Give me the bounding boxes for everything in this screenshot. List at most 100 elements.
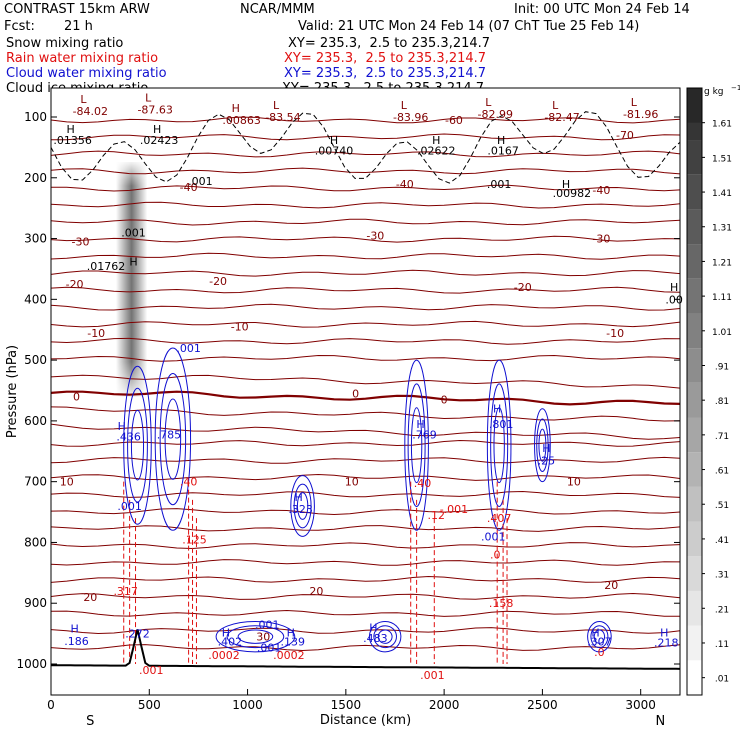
colorbar-label: 1.61	[712, 120, 732, 130]
cloud-ice-label: H	[129, 256, 137, 269]
colorbar-segment	[687, 556, 702, 591]
cloud-water-contour	[127, 387, 148, 503]
cloud-water-label: H	[493, 403, 501, 416]
temperature-contour	[50, 592, 681, 600]
cloud-water-contour	[237, 629, 274, 644]
temperature-contour	[50, 252, 681, 260]
temperature-contour	[50, 116, 681, 124]
rain-label: .158	[489, 597, 514, 610]
temperature-contour-label: -40	[592, 184, 610, 197]
temperature-extremum-type: L	[631, 96, 638, 109]
y-tick-label: 800	[24, 535, 47, 549]
temperature-contour	[50, 627, 681, 635]
temperature-contour-label: -20	[514, 281, 532, 294]
x-tick-label: 0	[47, 698, 55, 712]
colorbar-frame	[686, 87, 703, 696]
plot-frame	[50, 87, 681, 696]
cloud-ice-label: H	[497, 134, 505, 147]
temperature-contour-label: 0	[352, 388, 359, 401]
temperature-contour	[50, 354, 681, 362]
temperature-contour	[50, 286, 681, 294]
cloud-water-label: H	[287, 626, 295, 639]
cloud-ice-label: H	[562, 178, 570, 191]
cloud-ice-label: H	[67, 123, 75, 136]
colorbar-segment	[687, 209, 702, 245]
cloud-water-contour	[538, 428, 547, 462]
cloud-water-contour	[536, 418, 549, 472]
temperature-contour	[50, 508, 681, 516]
rain-label: .40	[180, 476, 198, 489]
cloud-ice-label: .02423	[140, 134, 179, 147]
cloud-water-contour	[377, 629, 393, 644]
temperature-contour	[50, 439, 681, 447]
cloud-water-label: .218	[654, 637, 679, 650]
colorbar-label: 1.11	[712, 293, 732, 303]
cloud-ice-label: .0167	[487, 144, 519, 157]
y-tick-label: 100	[24, 110, 47, 124]
temperature-contour	[50, 525, 681, 532]
temperature-contour-label: -10	[606, 327, 624, 340]
cloud-ice-label: .01356	[53, 134, 92, 147]
temperature-extremum-type: L	[401, 99, 408, 112]
temperature-extremum-value: -82.47	[544, 111, 579, 124]
temperature-extremum-value: -81.96	[623, 108, 658, 121]
rain-label: .317	[113, 585, 138, 598]
rain-label: .12	[428, 509, 446, 522]
model-title: CONTRAST 15km ARW	[4, 2, 150, 17]
y-tick-label: 200	[24, 171, 47, 185]
temperature-contour	[50, 390, 681, 406]
temperature-contour-label: -60	[445, 114, 463, 127]
rain-label: .125	[182, 533, 207, 546]
x-tick-label: 2500	[527, 698, 558, 712]
temperature-contour	[51, 184, 681, 192]
colorbar-segment	[687, 140, 702, 175]
temperature-contour	[50, 167, 681, 175]
terrain-line	[51, 629, 681, 670]
fcst-value: 21 h	[64, 19, 93, 34]
cloud-water-contour	[368, 620, 402, 653]
south-label: S	[86, 714, 94, 729]
cloud-water-label: .001	[117, 500, 142, 513]
rain-label: .407	[487, 512, 512, 525]
temperature-contour	[50, 150, 681, 158]
cloud-water-contour	[373, 625, 397, 649]
colorbar-segment	[687, 590, 702, 626]
x-tick-label: 1000	[232, 698, 263, 712]
temperature-contour	[50, 201, 681, 209]
y-tick-label: 400	[24, 292, 47, 306]
temperature-contour	[50, 644, 681, 652]
cloud-water-label: H	[369, 622, 377, 635]
x-tick-label: 2000	[429, 698, 460, 712]
cloud-water-contour	[296, 492, 309, 520]
temperature-contour-label: -10	[231, 321, 249, 334]
cloud-water-label: .001	[176, 342, 201, 355]
temperature-contour-label: 10	[567, 476, 581, 489]
temperature-contour	[51, 133, 681, 141]
temperature-contour-label: -10	[87, 327, 105, 340]
temperature-contour-label: 20	[309, 585, 323, 598]
colorbar-label: .31	[715, 571, 729, 581]
temperature-extremum-value: -87.63	[137, 104, 172, 117]
cloud-water-contour	[410, 407, 423, 484]
temperature-contour	[50, 320, 681, 328]
rain-label: .0	[490, 549, 501, 562]
y-tick-label: 700	[24, 475, 47, 489]
rain-label: .001	[139, 664, 164, 677]
cloud-water-contour	[534, 408, 551, 483]
cloud-water-label: H	[118, 420, 126, 433]
colorbar-label: 1.31	[712, 224, 732, 234]
field-name-snow: Snow mixing ratio	[6, 36, 124, 51]
temperature-contour-label: -40	[180, 181, 198, 194]
colorbar-segment	[687, 174, 702, 210]
cloud-water-contour	[404, 359, 429, 531]
cloud-water-label: .139	[281, 636, 306, 649]
colorbar-label: 1.41	[712, 189, 732, 199]
temperature-contour-label: 10	[60, 476, 74, 489]
cloud-water-label: .272	[125, 628, 150, 641]
cloud-water-contour	[154, 347, 192, 531]
x-tick-label: 3000	[625, 698, 656, 712]
colorbar-segment	[687, 382, 702, 418]
temperature-contour-label: 30	[256, 631, 270, 644]
colorbar-unit: g kg	[704, 87, 724, 97]
